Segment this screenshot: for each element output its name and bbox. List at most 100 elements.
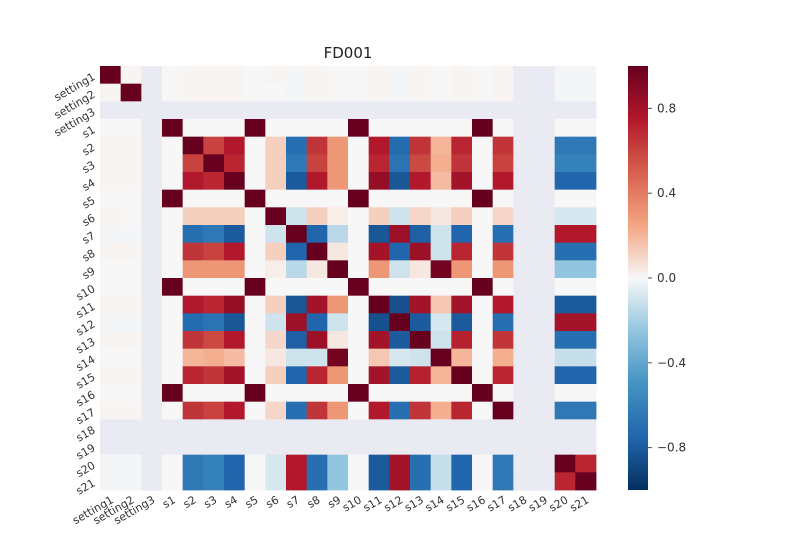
heatmap-cell xyxy=(575,384,597,403)
heatmap-cell xyxy=(513,66,535,85)
heatmap-cell xyxy=(120,242,142,261)
heatmap-cell xyxy=(389,207,411,226)
heatmap-cell xyxy=(534,278,556,297)
heatmap-cell xyxy=(410,172,432,191)
heatmap-cell xyxy=(306,348,328,367)
heatmap-cell xyxy=(100,384,122,403)
heatmap-cell xyxy=(472,172,494,191)
colorbar-tick-label: 0.0 xyxy=(657,271,676,285)
heatmap-cell xyxy=(203,295,225,314)
heatmap-cell xyxy=(389,242,411,261)
heatmap-cell xyxy=(492,313,514,332)
heatmap-cell xyxy=(368,313,390,332)
heatmap-cell xyxy=(141,225,163,244)
heatmap-cell xyxy=(534,348,556,367)
heatmap-cell xyxy=(389,83,411,102)
heatmap-cell xyxy=(513,260,535,279)
heatmap-cell xyxy=(554,119,576,138)
heatmap-cell xyxy=(513,207,535,226)
column-tick-label: s3 xyxy=(202,493,220,511)
heatmap-cell xyxy=(348,331,370,350)
heatmap-cell xyxy=(348,472,370,491)
heatmap-cell xyxy=(451,401,473,420)
heatmap-cell xyxy=(430,119,452,138)
heatmap-cell xyxy=(348,207,370,226)
heatmap-cell xyxy=(430,348,452,367)
heatmap-cell xyxy=(120,101,142,120)
heatmap-cell xyxy=(430,331,452,350)
heatmap-cell xyxy=(286,348,308,367)
heatmap-cell xyxy=(244,472,266,491)
row-tick-label: s16 xyxy=(74,388,98,409)
heatmap-cell xyxy=(265,295,287,314)
heatmap-cell xyxy=(554,101,576,120)
heatmap-cell xyxy=(554,154,576,173)
row-tick-label: s11 xyxy=(74,300,98,321)
heatmap-cell xyxy=(368,172,390,191)
colorbar-tick-label: 0.8 xyxy=(657,101,676,115)
heatmap-cell xyxy=(389,401,411,420)
heatmap-cell xyxy=(430,189,452,208)
heatmap-cell xyxy=(224,472,246,491)
heatmap-cell xyxy=(327,154,349,173)
column-tick-label: s5 xyxy=(243,493,261,511)
heatmap-cell xyxy=(182,172,204,191)
heatmap-cell xyxy=(265,83,287,102)
heatmap-cell xyxy=(141,331,163,350)
heatmap-cell xyxy=(286,189,308,208)
heatmap-cell xyxy=(100,101,122,120)
column-tick-label: s4 xyxy=(222,493,240,511)
heatmap-cell xyxy=(513,331,535,350)
heatmap-cell xyxy=(265,401,287,420)
heatmap-cell xyxy=(348,136,370,155)
heatmap-cell xyxy=(410,83,432,102)
row-tick-label: s14 xyxy=(74,353,98,374)
heatmap-cell xyxy=(554,172,576,191)
heatmap-cell xyxy=(327,207,349,226)
heatmap-cell xyxy=(410,278,432,297)
heatmap-cell xyxy=(182,136,204,155)
heatmap-cell xyxy=(162,136,184,155)
heatmap-cell xyxy=(389,419,411,438)
heatmap-cell xyxy=(348,225,370,244)
heatmap-cell xyxy=(430,225,452,244)
heatmap-cell xyxy=(203,136,225,155)
heatmap-cell xyxy=(224,207,246,226)
heatmap-cell xyxy=(554,472,576,491)
heatmap-cell xyxy=(327,172,349,191)
heatmap-cell xyxy=(410,260,432,279)
heatmap-cell xyxy=(244,136,266,155)
heatmap-cell xyxy=(162,348,184,367)
heatmap-cell xyxy=(120,437,142,456)
heatmap-cell xyxy=(141,154,163,173)
row-tick-label: s3 xyxy=(80,159,98,177)
heatmap-cell xyxy=(224,101,246,120)
heatmap-cell xyxy=(472,207,494,226)
heatmap-cell xyxy=(410,154,432,173)
heatmap-cell xyxy=(141,366,163,385)
heatmap-cell xyxy=(348,278,370,297)
heatmap-cell xyxy=(162,278,184,297)
heatmap-cell xyxy=(410,331,432,350)
column-tick-label: s8 xyxy=(305,493,323,511)
heatmap-cell xyxy=(306,437,328,456)
heatmap-cell xyxy=(182,454,204,473)
heatmap-cell xyxy=(286,154,308,173)
heatmap-cell xyxy=(513,83,535,102)
column-tick-label: s21 xyxy=(568,493,592,514)
heatmap-cell xyxy=(575,278,597,297)
heatmap-cell xyxy=(182,278,204,297)
heatmap-cell xyxy=(265,207,287,226)
heatmap-cell xyxy=(224,401,246,420)
heatmap-cell xyxy=(492,172,514,191)
heatmap-cell xyxy=(575,172,597,191)
heatmap-cell xyxy=(554,225,576,244)
heatmap-cell xyxy=(162,295,184,314)
heatmap-cell xyxy=(492,101,514,120)
heatmap-cell xyxy=(575,119,597,138)
row-tick-label: s2 xyxy=(80,141,98,159)
column-tick-label: s6 xyxy=(264,493,282,511)
heatmap-cell xyxy=(389,295,411,314)
heatmap-cell xyxy=(575,454,597,473)
row-tick-label: s13 xyxy=(74,335,98,356)
